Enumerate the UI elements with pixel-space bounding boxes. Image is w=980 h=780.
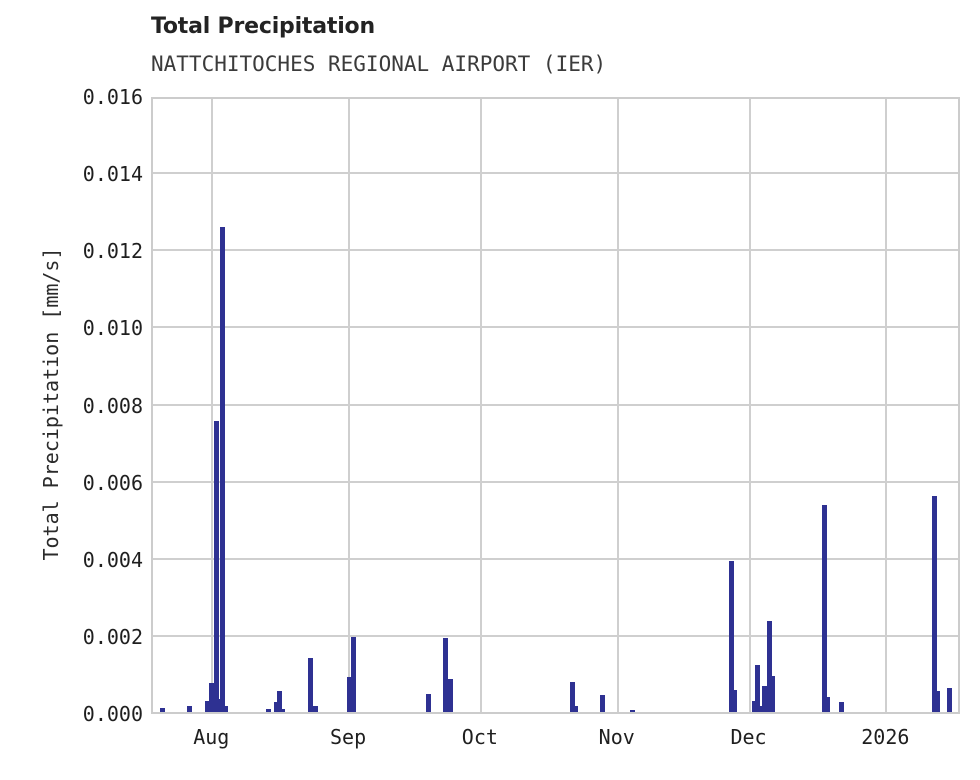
precipitation-bar [159, 707, 165, 714]
precipitation-bar [216, 698, 222, 714]
precipitation-bar [934, 690, 940, 714]
y-tick-label: 0.014 [82, 162, 143, 187]
x-tick-label: Oct [461, 725, 498, 749]
y-tick-label: 0.012 [82, 239, 143, 264]
precipitation-bar [213, 420, 219, 714]
precipitation-bar [755, 664, 761, 714]
precipitation-bar [732, 690, 738, 714]
vertical-gridline [479, 97, 482, 714]
horizontal-gridline [151, 634, 960, 637]
precipitation-bar [573, 705, 579, 714]
precipitation-bar [839, 701, 845, 714]
precipitation-bar [825, 696, 831, 714]
precipitation-bar [762, 686, 768, 714]
plot-area [151, 97, 960, 714]
precipitation-bar [767, 621, 773, 714]
horizontal-gridline [151, 249, 960, 252]
y-tick-label: 0.010 [82, 316, 143, 341]
x-tick-label: Aug [193, 725, 230, 749]
precipitation-bar [758, 706, 764, 714]
precipitation-bar [630, 710, 636, 714]
vertical-gridline [885, 97, 888, 714]
x-axis-tick-labels: Aug Sep Oct Nov Dec 2026 [151, 725, 960, 765]
chart-subtitle: NATTCHITOCHES REGIONAL AIRPORT (IER) [151, 52, 607, 76]
y-tick-label: 0.006 [82, 470, 143, 495]
vertical-gridline [748, 97, 751, 714]
chart-title: Total Precipitation [151, 14, 375, 39]
y-axis-tick-labels: 0.000 0.002 0.004 0.006 0.008 0.010 0.012 0.014… [0, 85, 143, 726]
horizontal-gridline [151, 403, 960, 406]
precipitation-bar [447, 679, 453, 714]
precipitation-bar [946, 687, 952, 714]
y-tick-label: 0.004 [82, 547, 143, 572]
y-tick-label: 0.002 [82, 624, 143, 649]
x-tick-label: Nov [598, 725, 635, 749]
vertical-gridline [348, 97, 351, 714]
precipitation-bar [312, 705, 318, 714]
horizontal-gridline [151, 480, 960, 483]
vertical-gridline [616, 97, 619, 714]
x-tick-label: 2026 [861, 725, 910, 749]
horizontal-gridline [151, 326, 960, 329]
precipitation-bar [729, 560, 735, 714]
precipitation-bar [931, 496, 937, 714]
vertical-gridline [211, 97, 214, 714]
precipitation-bar [204, 700, 210, 714]
precipitation-bar [307, 658, 313, 714]
precipitation-bar [186, 705, 192, 714]
precipitation-bar [208, 683, 214, 714]
precipitation-bar [219, 227, 225, 714]
horizontal-gridline [151, 172, 960, 175]
y-tick-label: 0.016 [82, 85, 143, 109]
x-tick-label: Sep [330, 725, 367, 749]
y-tick-label: 0.008 [82, 393, 143, 418]
precipitation-bar [600, 694, 606, 714]
precipitation-bar [442, 637, 448, 714]
precipitation-bar [570, 682, 576, 714]
precipitation-bar [273, 702, 279, 714]
precipitation-bar [279, 708, 285, 714]
precipitation-bar [346, 677, 352, 714]
y-tick-label: 0.000 [82, 702, 143, 726]
precipitation-bar [276, 690, 282, 714]
x-tick-label: Dec [730, 725, 767, 749]
precipitation-bar [752, 700, 758, 714]
precipitation-bar [770, 676, 776, 714]
precipitation-bar [265, 709, 271, 714]
precipitation-bar [222, 705, 228, 714]
precipitation-bar [425, 693, 431, 714]
precipitation-bar [350, 636, 356, 714]
horizontal-gridline [151, 557, 960, 560]
precipitation-bar [822, 505, 828, 714]
